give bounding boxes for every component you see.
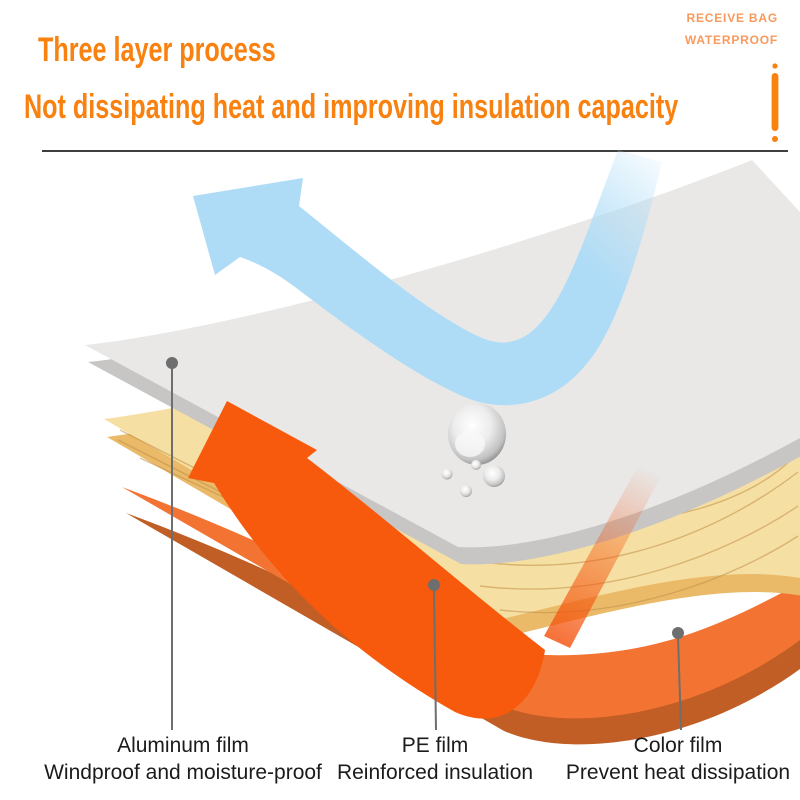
leader-line-aluminum: [166, 357, 178, 730]
corner-badge-line1: RECEIVE BAG: [686, 11, 778, 25]
corner-badge: RECEIVE BAG WATERPROOF: [685, 7, 778, 51]
leader-line-color: [672, 627, 684, 731]
layer-label-color: Color film Prevent heat dissipation: [560, 732, 796, 786]
water-droplet-icon: [441, 403, 506, 497]
layer-description-aluminum: Windproof and moisture-proof: [44, 761, 322, 784]
layer-label-pe: PE film Reinforced insulation: [326, 732, 544, 786]
cold-air-arrow: [193, 150, 662, 406]
corner-badge-line2: WATERPROOF: [684, 33, 778, 47]
header-divider: [42, 150, 788, 152]
layer-name-color: Color film: [633, 734, 723, 757]
accent-exclamation-mark: [771, 63, 779, 142]
layer-label-aluminum: Aluminum film Windproof and moisture-pro…: [18, 732, 348, 786]
layer-description-pe: Reinforced insulation: [336, 761, 534, 784]
layer-description-color: Prevent heat dissipation: [565, 761, 791, 784]
layer-name-pe: PE film: [401, 734, 469, 757]
layer-name-aluminum: Aluminum film: [117, 734, 249, 757]
page-subtitle: Not dissipating heat and improving insul…: [24, 88, 679, 126]
heat-ray: [544, 466, 661, 648]
leader-line-pe: [428, 579, 440, 731]
heat-flow-arrow: [188, 401, 545, 719]
page-title: Three layer process: [38, 31, 276, 69]
